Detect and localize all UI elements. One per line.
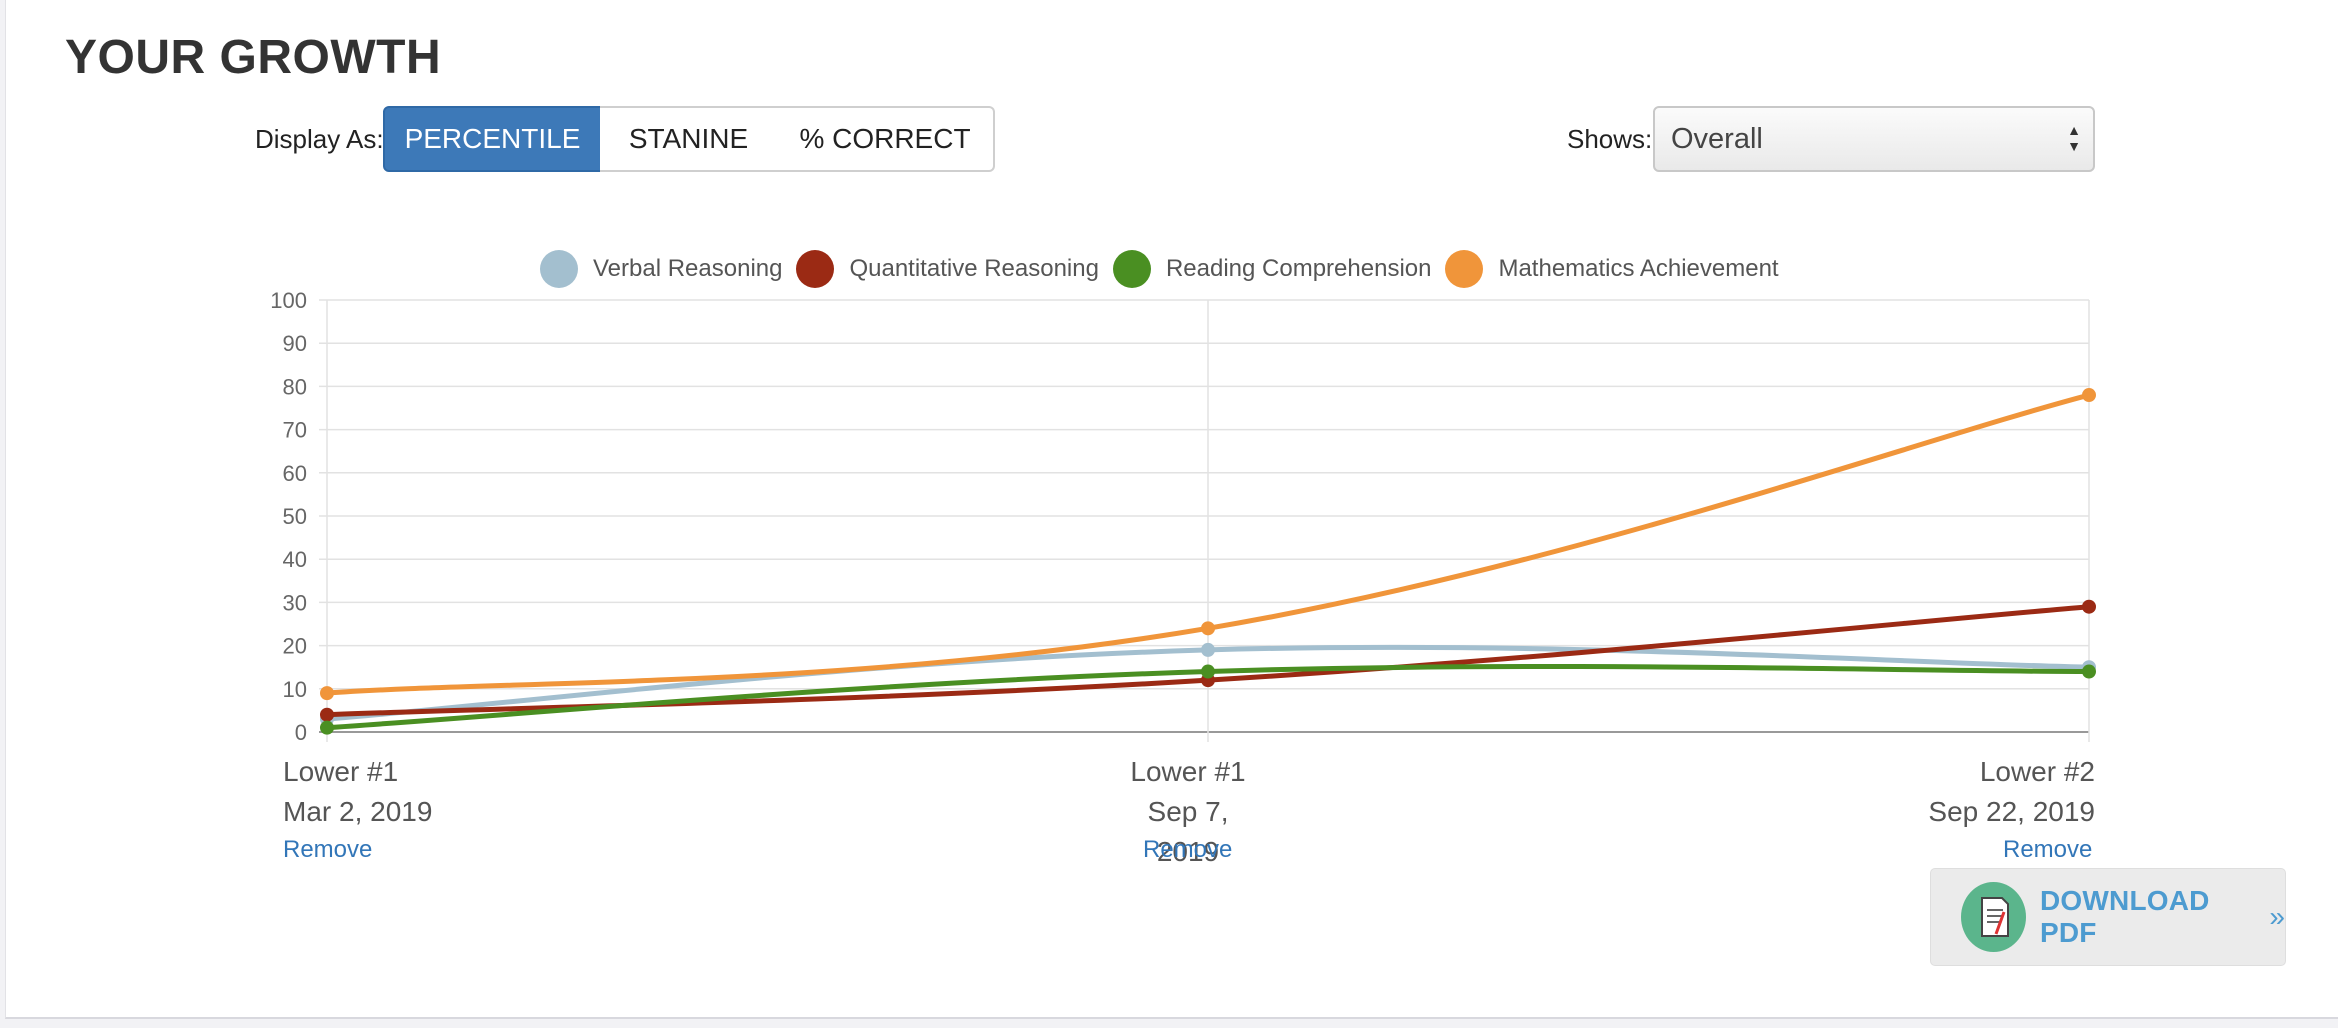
legend-dot-math bbox=[1445, 250, 1484, 288]
legend-dot-verbal bbox=[540, 250, 578, 288]
percent-correct-button[interactable]: % CORRECT bbox=[777, 106, 995, 172]
data-point-reading-comprehension-0 bbox=[320, 720, 334, 735]
y-tick-label-20: 20 bbox=[283, 634, 307, 659]
x-label-0: Lower #1 Mar 2, 2019 bbox=[283, 752, 432, 832]
x-label-1: Lower #1 Sep 7, 2019 bbox=[1113, 752, 1263, 872]
data-point-quantitative-reasoning-0 bbox=[320, 707, 334, 722]
y-tick-label-10: 10 bbox=[283, 677, 307, 702]
legend-label-math: Mathematics Achievement bbox=[1498, 255, 1779, 282]
x-label-2: Lower #2 Sep 22, 2019 bbox=[1895, 752, 2095, 832]
stanine-button[interactable]: STANINE bbox=[600, 106, 779, 172]
y-tick-label-0: 0 bbox=[295, 720, 307, 745]
remove-link-1[interactable]: Remove bbox=[1143, 836, 1233, 863]
chevron-right-icon: » bbox=[2269, 901, 2285, 932]
legend-label-verbal: Verbal Reasoning bbox=[593, 255, 783, 282]
y-tick-label-80: 80 bbox=[283, 374, 307, 399]
shows-select-value: Overall bbox=[1671, 122, 1763, 155]
data-point-verbal-reasoning-1 bbox=[1201, 642, 1215, 657]
data-point-reading-comprehension-2 bbox=[2082, 664, 2096, 679]
legend-item-quantitative[interactable]: Quantitative Reasoning bbox=[796, 250, 1099, 288]
shows-label: Shows: bbox=[1567, 124, 1653, 154]
y-tick-label-100: 100 bbox=[270, 288, 307, 313]
data-point-reading-comprehension-1 bbox=[1201, 664, 1215, 679]
data-point-mathematics-achievement-2 bbox=[2082, 388, 2096, 403]
legend-item-verbal[interactable]: Verbal Reasoning bbox=[540, 250, 782, 288]
remove-link-2[interactable]: Remove bbox=[2003, 836, 2093, 863]
legend-dot-reading bbox=[1112, 250, 1151, 288]
remove-link-0[interactable]: Remove bbox=[283, 836, 373, 863]
data-point-quantitative-reasoning-2 bbox=[2082, 599, 2096, 614]
data-point-mathematics-achievement-1 bbox=[1201, 621, 1215, 636]
y-tick-label-60: 60 bbox=[283, 461, 307, 486]
legend-item-math[interactable]: Mathematics Achievement bbox=[1445, 250, 1779, 288]
select-arrows-icon: ▲ ▼ bbox=[2067, 122, 2081, 154]
x-label-1-line2: Sep 7, 2019 bbox=[1147, 796, 1229, 867]
legend-dot-quantitative bbox=[796, 250, 835, 288]
y-tick-label-50: 50 bbox=[283, 504, 307, 529]
x-label-0-line1: Lower #1 bbox=[283, 756, 399, 787]
y-tick-label-70: 70 bbox=[283, 418, 307, 443]
x-label-0-line2: Mar 2, 2019 bbox=[283, 796, 433, 827]
y-tick-label-40: 40 bbox=[283, 547, 307, 572]
legend-label-quantitative: Quantitative Reasoning bbox=[849, 255, 1099, 282]
chart-legend: Verbal Reasoning Quantitative Reasoning … bbox=[540, 249, 1793, 289]
page-title: YOUR GROWTH bbox=[65, 31, 442, 84]
legend-item-reading[interactable]: Reading Comprehension bbox=[1112, 250, 1432, 288]
display-as-label: Display As: bbox=[255, 124, 384, 154]
pdf-document-icon bbox=[1961, 882, 2026, 952]
percentile-button[interactable]: PERCENTILE bbox=[383, 106, 602, 172]
x-label-2-line1: Lower #2 bbox=[1979, 756, 2095, 787]
y-tick-label-30: 30 bbox=[283, 590, 307, 615]
data-point-mathematics-achievement-0 bbox=[320, 686, 334, 701]
shows-select[interactable]: Overall ▲ ▼ bbox=[1653, 106, 2095, 172]
legend-label-reading: Reading Comprehension bbox=[1165, 255, 1432, 282]
download-pdf-label: DOWNLOAD PDF bbox=[2040, 885, 2210, 948]
x-label-2-line2: Sep 22, 2019 bbox=[1928, 796, 2095, 827]
download-pdf-button[interactable]: DOWNLOAD PDF » bbox=[1930, 868, 2286, 966]
x-label-1-line1: Lower #1 bbox=[1130, 756, 1246, 787]
y-tick-label-90: 90 bbox=[283, 331, 307, 356]
